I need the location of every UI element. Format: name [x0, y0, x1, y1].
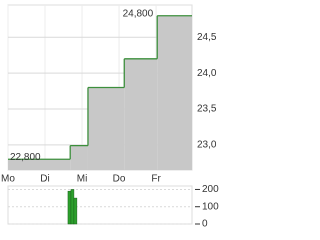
area-segment [124, 58, 158, 170]
volume-bar [67, 190, 72, 225]
y-tick-label: 23,0 [197, 140, 217, 151]
y-tick-label: 24,5 [197, 32, 217, 43]
x-tick-label: Di [40, 174, 49, 185]
annotation: 22,800 [10, 152, 41, 163]
x-tick-label: Mi [77, 174, 88, 185]
y-tick-label: 100 [202, 201, 219, 212]
x-tick-label: Fr [151, 174, 161, 185]
page: {"chart_data":[ {"type":"line","color":"… [1, 4, 220, 230]
y-tick-label: 23,5 [197, 104, 217, 115]
area-segment [87, 87, 125, 170]
chart: Mo Di Mi Do Fr 23,0 23,5 24,0 24,5 22,800 24,800 0 1… [1, 4, 219, 230]
area-segment [8, 159, 71, 170]
area-segment [70, 145, 88, 170]
x-tick-label: Do [113, 174, 126, 185]
volume-bar [70, 189, 75, 225]
volume-bar [73, 197, 78, 225]
plot-area [7, 185, 193, 225]
annotation: 24,800 [123, 8, 154, 19]
y-tick-label: 0 [202, 219, 208, 230]
x-tick-label: Mo [1, 174, 15, 185]
y-tick-label: 200 [202, 184, 219, 195]
y-tick-label: 24,0 [197, 68, 217, 79]
area-segment [157, 15, 192, 171]
